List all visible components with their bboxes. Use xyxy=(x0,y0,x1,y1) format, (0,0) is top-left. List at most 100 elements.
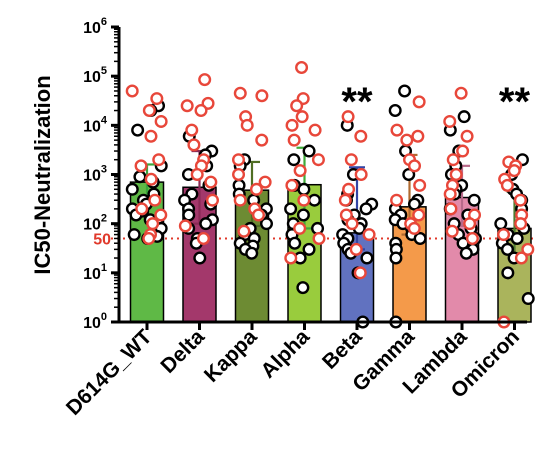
data-point xyxy=(204,175,218,189)
data-point xyxy=(142,231,156,245)
data-point xyxy=(133,170,147,184)
data-point xyxy=(198,73,212,87)
data-point xyxy=(341,110,355,124)
data-points-group xyxy=(125,61,535,329)
data-point xyxy=(407,221,421,235)
y-tick-base: 10 xyxy=(83,217,101,234)
y-tick-exponent: 5 xyxy=(101,65,107,77)
y-axis-label: IC50-Neutralization xyxy=(30,75,55,274)
data-point xyxy=(190,167,204,181)
data-point xyxy=(345,217,359,231)
data-point xyxy=(232,153,246,167)
data-point xyxy=(134,159,148,173)
data-point xyxy=(497,228,511,242)
x-tick-label: Kappa xyxy=(200,325,262,387)
data-point xyxy=(255,89,269,103)
data-point xyxy=(144,129,158,143)
data-point xyxy=(251,208,265,222)
y-tick-exponent: 0 xyxy=(101,311,107,323)
data-point xyxy=(349,242,363,256)
y-tick-base: 10 xyxy=(83,168,101,185)
data-point xyxy=(144,172,158,186)
data-point xyxy=(344,153,358,167)
significance-marker: ** xyxy=(499,80,531,124)
y-tick-base: 10 xyxy=(83,118,101,135)
data-point xyxy=(465,231,479,245)
data-point xyxy=(288,236,302,250)
data-point xyxy=(259,217,273,231)
data-point xyxy=(185,123,199,137)
data-point xyxy=(445,224,459,238)
data-point xyxy=(443,114,457,128)
data-point xyxy=(456,144,470,158)
data-point xyxy=(258,175,272,189)
data-point xyxy=(295,110,309,124)
data-point xyxy=(338,193,352,207)
data-point xyxy=(150,92,164,106)
data-point xyxy=(353,266,367,280)
data-point xyxy=(390,193,404,207)
data-point xyxy=(514,217,528,231)
data-point xyxy=(521,242,535,256)
data-point xyxy=(513,193,527,207)
data-point xyxy=(180,99,194,113)
data-point xyxy=(249,182,263,196)
data-point xyxy=(354,129,368,143)
data-point xyxy=(407,197,421,211)
data-point xyxy=(412,95,426,109)
data-point xyxy=(500,178,514,192)
data-point xyxy=(412,208,426,222)
x-tick-label: D614G_WT xyxy=(62,325,157,420)
data-point xyxy=(194,104,208,118)
data-point xyxy=(233,86,247,100)
data-point xyxy=(285,178,299,192)
data-point xyxy=(342,182,356,196)
data-point xyxy=(285,118,299,132)
x-tick-label: Alpha xyxy=(257,325,315,383)
data-point xyxy=(182,208,196,222)
y-tick-exponent: 4 xyxy=(101,114,108,126)
data-point xyxy=(339,208,353,222)
data-point xyxy=(293,221,307,235)
y-tick-base: 10 xyxy=(83,315,101,332)
data-point xyxy=(359,202,373,216)
data-point xyxy=(297,193,311,207)
data-point xyxy=(507,164,521,178)
data-point xyxy=(199,217,213,231)
data-point xyxy=(411,129,425,143)
data-point xyxy=(293,164,307,178)
data-point xyxy=(146,217,160,231)
data-point xyxy=(205,193,219,207)
data-point xyxy=(354,167,368,181)
data-point xyxy=(514,251,528,265)
data-point xyxy=(463,217,477,231)
data-point xyxy=(245,246,259,260)
data-point xyxy=(312,231,326,245)
data-point xyxy=(148,193,162,207)
y-tick-exponent: 1 xyxy=(101,262,107,274)
data-point xyxy=(125,182,139,196)
data-point xyxy=(287,153,301,167)
data-point xyxy=(284,202,298,216)
data-point xyxy=(443,187,457,201)
data-point xyxy=(446,153,460,167)
data-point xyxy=(154,114,168,128)
data-point xyxy=(290,99,304,113)
y-tick-exponent: 2 xyxy=(101,213,107,225)
y-tick-label: 103 xyxy=(83,164,107,185)
data-point xyxy=(389,251,403,265)
x-tick-label: Beta xyxy=(318,325,367,374)
data-point xyxy=(196,231,210,245)
y-tick-exponent: 6 xyxy=(101,16,107,28)
data-point xyxy=(295,61,309,75)
data-point xyxy=(449,167,463,181)
data-point xyxy=(402,167,416,181)
data-point xyxy=(308,123,322,137)
data-point xyxy=(125,84,139,98)
data-point xyxy=(142,104,156,118)
data-point xyxy=(233,193,247,207)
data-point xyxy=(302,144,316,158)
data-point xyxy=(362,228,376,242)
